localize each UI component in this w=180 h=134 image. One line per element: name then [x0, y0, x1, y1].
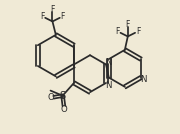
- Text: N: N: [105, 81, 112, 90]
- Text: F: F: [126, 20, 130, 29]
- Text: F: F: [115, 27, 120, 36]
- Text: O: O: [47, 93, 54, 102]
- Text: N: N: [105, 58, 112, 67]
- Text: F: F: [50, 5, 55, 14]
- Text: F: F: [136, 27, 140, 36]
- Text: F: F: [40, 12, 44, 21]
- Text: S: S: [60, 91, 66, 101]
- Text: F: F: [60, 12, 65, 21]
- Text: O: O: [60, 105, 67, 114]
- Text: N: N: [141, 75, 147, 85]
